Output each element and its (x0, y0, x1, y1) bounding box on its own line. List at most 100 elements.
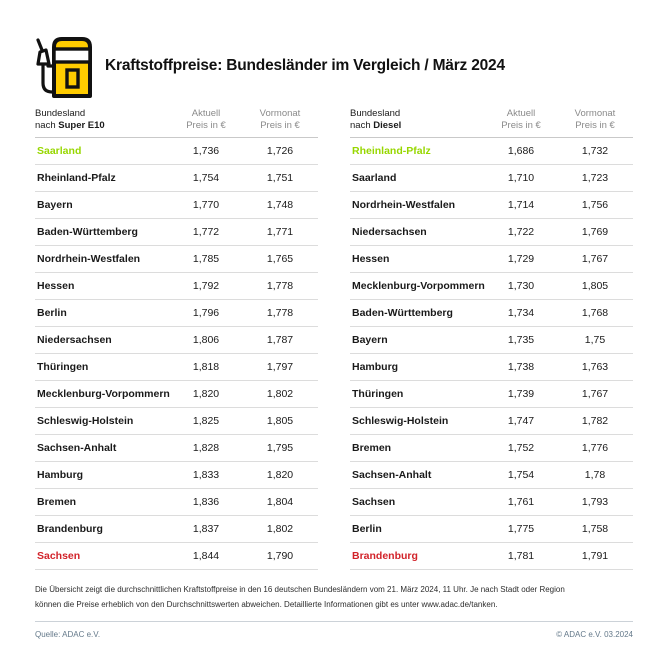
aktuell-price: 1,761 (507, 496, 535, 508)
table-row: Sachsen-Anhalt 1,828 1,795 (35, 435, 318, 462)
vormonat-price: 1,802 (266, 523, 294, 535)
vormonat-price: 1,769 (581, 226, 609, 238)
state-name: Schleswig-Holstein (37, 415, 134, 427)
aktuell-price: 1,735 (507, 334, 535, 346)
aktuell-price: 1,730 (507, 280, 535, 292)
state-name: Sachsen (352, 496, 396, 508)
footer-divider (35, 621, 633, 622)
footnote: Die Übersicht zeigt die durchschnittlich… (0, 570, 668, 612)
tables-container: Bundesland nach Super E10 Aktuell Preis … (0, 99, 668, 570)
table-row: Mecklenburg-Vorpommern 1,730 1,805 (350, 273, 633, 300)
table-row: Berlin 1,796 1,778 (35, 300, 318, 327)
vormonat-price: 1,778 (266, 307, 294, 319)
column-header-vormonat: Vormonat Preis in € (557, 108, 633, 132)
state-name: Hamburg (352, 361, 399, 373)
aktuell-price: 1,844 (192, 550, 220, 562)
aktuell-price: 1,754 (507, 469, 535, 481)
table-row: Hamburg 1,738 1,763 (350, 354, 633, 381)
column-header-aktuell: Aktuell Preis in € (170, 108, 242, 132)
table-row: Thüringen 1,818 1,797 (35, 354, 318, 381)
state-name: Baden-Württemberg (37, 226, 138, 238)
vormonat-price: 1,748 (266, 199, 294, 211)
state-name: Niedersachsen (37, 334, 112, 346)
super-e10-table: Bundesland nach Super E10 Aktuell Preis … (35, 108, 318, 570)
table-row: Brandenburg 1,837 1,802 (35, 516, 318, 543)
state-name: Saarland (352, 172, 397, 184)
vormonat-price: 1,765 (266, 253, 294, 265)
aktuell-label: Aktuell (191, 108, 221, 119)
aktuell-price: 1,820 (192, 388, 220, 400)
state-name: Thüringen (37, 361, 89, 373)
header-line1: Bundesland (350, 108, 401, 119)
table-row: Thüringen 1,739 1,767 (350, 381, 633, 408)
vormonat-price: 1,805 (266, 415, 294, 427)
state-name: Rheinland-Pfalz (352, 145, 431, 157)
aktuell-price: 1,792 (192, 280, 220, 292)
vormonat-price: 1,767 (581, 253, 609, 265)
header-line1: Bundesland (35, 108, 86, 119)
vormonat-price: 1,804 (266, 496, 294, 508)
table-row: Bayern 1,770 1,748 (35, 192, 318, 219)
table-row: Sachsen 1,844 1,790 (35, 543, 318, 570)
aktuell-label: Aktuell (506, 108, 536, 119)
table-row: Hessen 1,729 1,767 (350, 246, 633, 273)
table-row: Hessen 1,792 1,778 (35, 273, 318, 300)
vormonat-unit: Preis in € (575, 120, 615, 131)
diesel-table: Bundesland nach Diesel Aktuell Preis in … (350, 108, 633, 570)
table-row: Hamburg 1,833 1,820 (35, 462, 318, 489)
footnote-text: Die Übersicht zeigt die durchschnittlich… (35, 585, 565, 609)
state-name: Mecklenburg-Vorpommern (352, 280, 485, 292)
table-row: Rheinland-Pfalz 1,686 1,732 (350, 138, 633, 165)
aktuell-price: 1,734 (507, 307, 535, 319)
vormonat-price: 1,732 (581, 145, 609, 157)
footer: Quelle: ADAC e.V. © ADAC e.V. 03.2024 (0, 622, 668, 639)
aktuell-price: 1,747 (507, 415, 535, 427)
table-row: Saarland 1,710 1,723 (350, 165, 633, 192)
vormonat-price: 1,776 (581, 442, 609, 454)
aktuell-price: 1,754 (192, 172, 220, 184)
state-name: Schleswig-Holstein (352, 415, 449, 427)
table-row: Niedersachsen 1,722 1,769 (350, 219, 633, 246)
state-name: Niedersachsen (352, 226, 427, 238)
aktuell-price: 1,833 (192, 469, 220, 481)
aktuell-price: 1,796 (192, 307, 220, 319)
table-header: Bundesland nach Super E10 Aktuell Preis … (35, 108, 318, 138)
vormonat-price: 1,763 (581, 361, 609, 373)
aktuell-unit: Preis in € (186, 120, 226, 131)
vormonat-price: 1,767 (581, 388, 609, 400)
aktuell-price: 1,837 (192, 523, 220, 535)
vormonat-unit: Preis in € (260, 120, 300, 131)
table-row: Schleswig-Holstein 1,747 1,782 (350, 408, 633, 435)
table-row: Bremen 1,752 1,776 (350, 435, 633, 462)
aktuell-price: 1,722 (507, 226, 535, 238)
vormonat-price: 1,768 (581, 307, 609, 319)
vormonat-price: 1,723 (581, 172, 609, 184)
state-name: Hessen (37, 280, 75, 292)
fuel-type-label: Super E10 (58, 120, 105, 131)
aktuell-price: 1,714 (507, 199, 535, 211)
aktuell-price: 1,738 (507, 361, 535, 373)
table-row: Bremen 1,836 1,804 (35, 489, 318, 516)
vormonat-price: 1,791 (581, 550, 609, 562)
column-header-bundesland: Bundesland nach Super E10 (35, 108, 170, 132)
table-row: Niedersachsen 1,806 1,787 (35, 327, 318, 354)
state-name: Mecklenburg-Vorpommern (37, 388, 170, 400)
table-row: Baden-Württemberg 1,734 1,768 (350, 300, 633, 327)
table-header: Bundesland nach Diesel Aktuell Preis in … (350, 108, 633, 138)
aktuell-price: 1,828 (192, 442, 220, 454)
column-header-bundesland: Bundesland nach Diesel (350, 108, 485, 132)
vormonat-price: 1,726 (266, 145, 294, 157)
vormonat-price: 1,793 (581, 496, 609, 508)
table-rows: Saarland 1,736 1,726 Rheinland-Pfalz 1,754 1,… (35, 138, 318, 570)
state-name: Sachsen-Anhalt (37, 442, 117, 454)
aktuell-price: 1,686 (507, 145, 535, 157)
state-name: Bayern (37, 199, 73, 211)
vormonat-price: 1,756 (581, 199, 609, 211)
state-name: Hessen (352, 253, 390, 265)
vormonat-price: 1,75 (584, 334, 606, 346)
table-row: Sachsen 1,761 1,793 (350, 489, 633, 516)
aktuell-price: 1,818 (192, 361, 220, 373)
aktuell-price: 1,752 (507, 442, 535, 454)
table-row: Nordrhein-Westfalen 1,785 1,765 (35, 246, 318, 273)
